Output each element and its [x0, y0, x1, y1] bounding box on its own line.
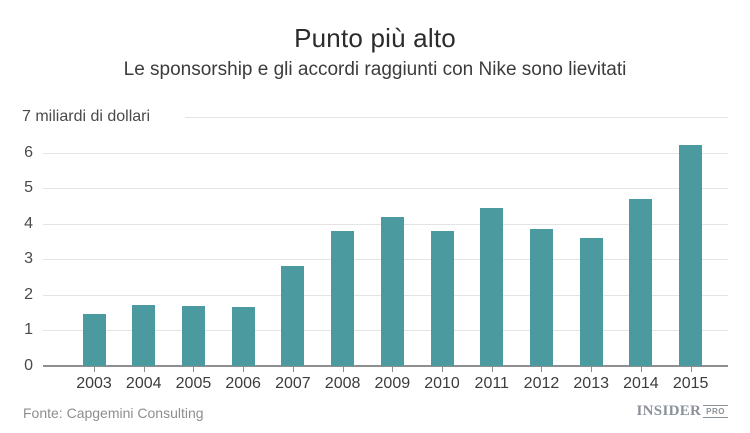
axis-tick-2006 — [243, 367, 245, 372]
axis-tick-2009 — [392, 367, 394, 372]
bar-2008 — [331, 230, 355, 366]
y-axis-label-5: 5 — [24, 179, 33, 197]
logo-text-insider: INSIDER — [636, 403, 702, 419]
axis-tick-2007 — [292, 367, 294, 372]
bar-2014 — [629, 198, 653, 366]
x-axis-label-2014: 2014 — [623, 375, 659, 392]
axis-tick-2003 — [94, 367, 95, 372]
bar-2004 — [132, 304, 156, 366]
axis-tick-2005 — [193, 367, 195, 372]
x-axis-line — [43, 365, 728, 367]
y-axis-label-0: 0 — [24, 357, 33, 374]
bar-2005 — [181, 306, 205, 366]
axis-tick-2004 — [143, 367, 145, 372]
source-credit: Fonte: Capgemini Consulting — [23, 405, 204, 421]
x-axis-label-2007: 2007 — [275, 375, 311, 392]
y-axis-label-4: 4 — [24, 214, 33, 232]
bar-2007 — [281, 266, 305, 366]
insiderpro-logo: INSIDER PRO — [637, 402, 728, 420]
x-axis-label-2012: 2012 — [523, 375, 560, 392]
x-axis-label-2008: 2008 — [324, 375, 361, 392]
x-axis-label-2003: 2003 — [76, 375, 112, 392]
gridline-y6 — [43, 152, 728, 154]
y-axis-label-6: 6 — [24, 143, 33, 161]
bar-2010 — [430, 230, 454, 366]
y-axis-label-3: 3 — [24, 250, 33, 268]
y-axis-label-2: 2 — [24, 285, 33, 303]
x-axis-label-2010: 2010 — [424, 375, 460, 392]
x-axis-label-2011: 2011 — [474, 375, 509, 392]
axis-tick-2014 — [640, 367, 642, 372]
bar-2006 — [231, 307, 255, 366]
bar-2011 — [480, 207, 504, 366]
x-axis-label-2004: 2004 — [125, 375, 162, 392]
bar-2003 — [82, 314, 106, 366]
chart-subtitle: Le sponsorship e gli accordi raggiunti c… — [123, 59, 627, 80]
x-axis-label-2009: 2009 — [374, 375, 411, 392]
x-axis-label-2013: 2013 — [573, 375, 609, 392]
x-axis-label-2006: 2006 — [225, 375, 261, 392]
y-axis-label-1: 1 — [24, 321, 33, 339]
axis-tick-2015 — [690, 367, 692, 372]
bar-2013 — [579, 237, 603, 366]
bar-2015 — [679, 145, 703, 366]
y-axis-unit-label: 7 miliardi di dollari — [22, 108, 151, 125]
bar-2009 — [380, 216, 404, 366]
gridline-y5 — [43, 188, 728, 190]
axis-tick-2012 — [541, 367, 543, 372]
axis-tick-2008 — [342, 367, 344, 372]
x-axis-label-2015: 2015 — [672, 375, 709, 392]
axis-tick-2011 — [491, 367, 493, 372]
axis-tick-2010 — [442, 367, 444, 372]
logo-text-pro: PRO — [703, 404, 728, 418]
gridline-y7 — [185, 117, 728, 118]
chart-title: Punto più alto — [294, 23, 456, 53]
bar-2012 — [529, 229, 553, 366]
axis-tick-2013 — [591, 367, 593, 372]
x-axis-label-2005: 2005 — [175, 375, 212, 392]
